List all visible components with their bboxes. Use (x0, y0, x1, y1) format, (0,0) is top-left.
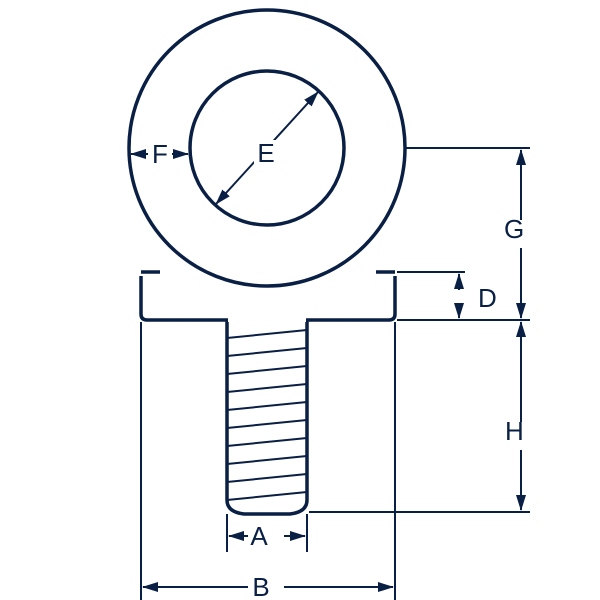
dim-F: F (131, 139, 188, 169)
dim-B: B (141, 322, 395, 600)
label-B: B (252, 572, 269, 600)
threads (227, 330, 307, 500)
dim-D: D (397, 272, 497, 318)
label-H: H (505, 416, 524, 446)
label-A: A (250, 521, 268, 551)
dim-H: H (309, 322, 530, 512)
label-F: F (152, 139, 168, 169)
mask (228, 312, 306, 322)
label-D: D (478, 283, 497, 313)
dim-A: A (227, 514, 307, 552)
label-G: G (504, 214, 524, 244)
label-E: E (257, 138, 274, 168)
dim-G: G (397, 148, 530, 320)
